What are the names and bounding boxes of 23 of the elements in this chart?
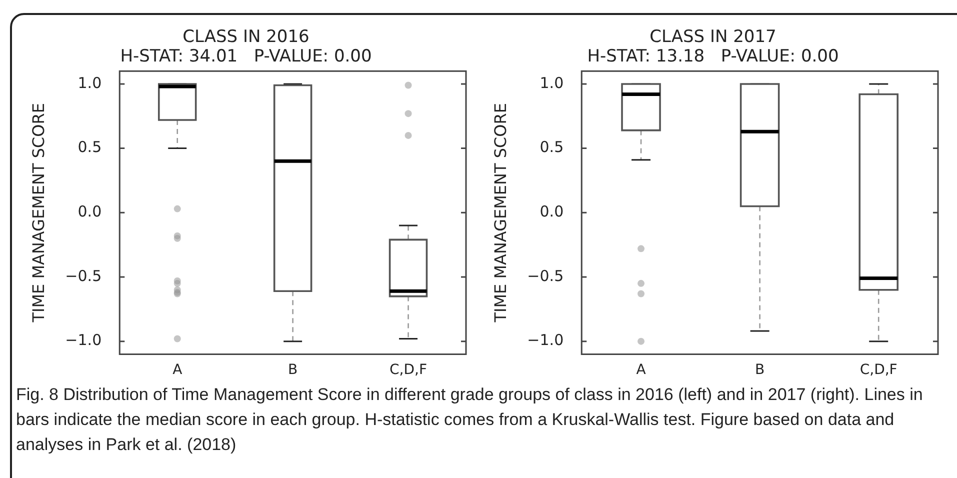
y-tick-label: 1.0 <box>78 74 102 92</box>
y-tick-label: 0.5 <box>78 138 102 156</box>
y-tick-label: −1.0 <box>65 331 102 350</box>
x-tick-label: C,D,F <box>390 362 428 378</box>
y-tick-label: −0.5 <box>527 266 564 285</box>
chart-title: CLASS IN 2017 <box>650 27 776 48</box>
y-tick-label: 0.0 <box>78 202 102 221</box>
x-tick-label: B <box>288 362 298 378</box>
x-tick-label: A <box>636 362 646 378</box>
y-tick-label: 1.0 <box>540 74 564 92</box>
x-tick-label: B <box>755 362 765 378</box>
y-tick-label: −1.0 <box>527 331 564 350</box>
y-tick-label: 0.0 <box>540 202 564 221</box>
caption: Fig. 8 Distribution of Time Management Score in different grade groups of class in 2016 (left) and in 2017 (right). Lines in bars indicate the median score in each group. H-statistic comes from a Kruskal-Wallis test. Figure based on data and analyses in Park et al. (2018) <box>16 384 924 456</box>
y-axis-title: TIME MANAGEMENT SCORE <box>490 103 510 324</box>
chart-subtitle: H-STAT: 34.01 P-VALUE: 0.00 <box>120 46 372 67</box>
chart-title: CLASS IN 2016 <box>182 27 310 48</box>
x-tick-label: A <box>172 362 183 378</box>
y-axis-title: TIME MANAGEMENT SCORE <box>28 103 48 324</box>
chart-subtitle: H-STAT: 13.18 P-VALUE: 0.00 <box>587 46 839 67</box>
y-tick-label: −0.5 <box>65 266 102 285</box>
x-tick-label: C,D,F <box>860 362 898 378</box>
y-tick-label: 0.5 <box>540 138 564 156</box>
